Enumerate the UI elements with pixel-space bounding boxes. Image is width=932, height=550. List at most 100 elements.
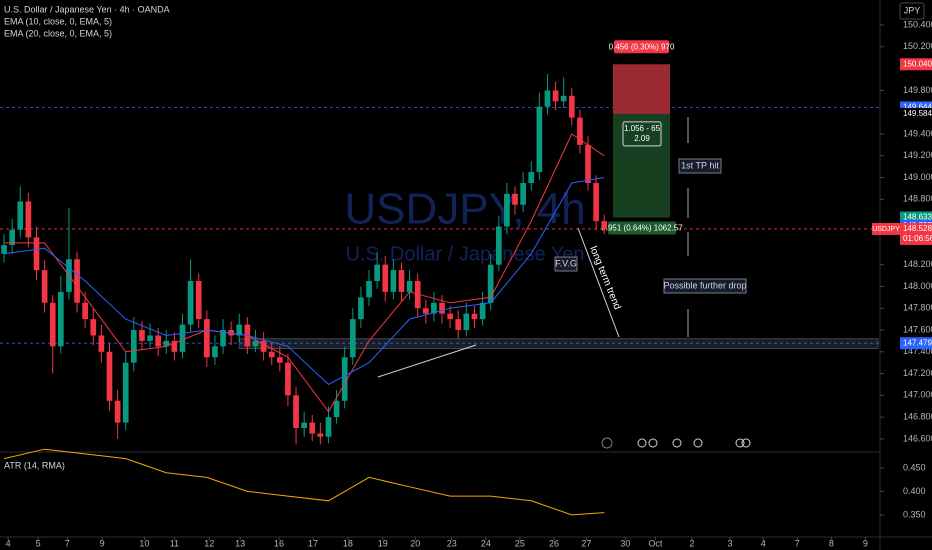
candle-body <box>74 259 80 303</box>
y-tick-label: 146.800 <box>903 412 932 422</box>
candle-body <box>471 313 478 320</box>
x-tick-label: 12 <box>204 538 214 548</box>
x-tick-label: 7 <box>795 538 800 548</box>
candle-body <box>406 281 413 292</box>
trend-line <box>377 344 477 378</box>
candle-body <box>552 90 559 102</box>
x-tick-label: 9 <box>863 538 868 548</box>
candle-body <box>147 335 153 341</box>
candle-body <box>431 302 437 314</box>
annotation: 1st TP hit <box>681 160 719 170</box>
currency-box[interactable] <box>899 2 925 20</box>
candle-body <box>358 297 364 320</box>
stop-label-bg <box>614 40 669 54</box>
candle-body <box>309 422 316 434</box>
x-tick-label: 4 <box>6 538 11 548</box>
candle-body <box>568 95 575 118</box>
candle-body <box>447 313 453 320</box>
candle-body <box>479 302 486 320</box>
y-tick-label: 150.400 <box>903 19 932 29</box>
candle-body <box>82 302 88 320</box>
candle-body <box>98 335 105 352</box>
x-tick-label: 17 <box>308 538 318 548</box>
candle-body <box>9 229 16 246</box>
candle-body <box>341 357 348 401</box>
candle-body <box>1 245 7 254</box>
target-label-bg <box>608 221 676 235</box>
candle-body <box>414 281 421 309</box>
candle-body <box>260 340 267 352</box>
level-label: 150.040 <box>903 59 932 68</box>
level-tag <box>900 222 932 245</box>
y-tick-label: 149.800 <box>903 85 932 95</box>
candle-body <box>25 201 32 238</box>
annotation: F.V.G <box>555 258 577 268</box>
stop-label: 0.456 (0.30%) 970 <box>609 42 675 51</box>
candle-body <box>544 90 551 107</box>
candle-body <box>187 281 194 325</box>
candle-body <box>130 330 137 363</box>
candle-body <box>333 400 340 418</box>
x-tick-label: Oct <box>648 538 663 548</box>
y2-tick-label: 0.400 <box>903 486 926 496</box>
candle-body <box>17 201 24 230</box>
x-tick-label: 30 <box>620 538 630 548</box>
indicator-line <box>3 448 605 516</box>
candle-body <box>106 351 113 401</box>
level-tag <box>900 58 932 71</box>
candle-body <box>122 362 129 423</box>
candle-body <box>487 264 494 303</box>
candle-body <box>301 422 307 429</box>
level-label: 149.644 <box>903 103 932 112</box>
candle-body <box>220 330 226 347</box>
y-tick-label: 147.400 <box>903 346 932 356</box>
ratio-label: 1.056 - 65 <box>624 124 661 133</box>
candle-body <box>463 313 470 331</box>
annotation-box <box>554 256 578 272</box>
x-tick-label: 9 <box>100 538 105 548</box>
legend-entry: EMA (10, close, 0, EMA, 5) <box>4 16 112 26</box>
x-tick-label: 5 <box>36 538 41 548</box>
candle-body <box>212 346 218 358</box>
x-tick-label: 16 <box>274 538 284 548</box>
target-label: 0.951 (0.64%) 1062.57 <box>601 224 683 233</box>
candle-body <box>325 417 332 437</box>
candle-body <box>90 319 97 336</box>
candle-body <box>422 308 429 314</box>
candle-body <box>49 302 56 347</box>
legend-entry: ATR (14, RMA) <box>4 460 65 470</box>
x-tick-label: 10 <box>139 538 149 548</box>
level-tag <box>900 107 932 120</box>
y-tick-label: 147.000 <box>903 390 932 400</box>
plot-layer: 150.400 150.200 149.800 149.400 149.200 149.0… <box>0 19 932 548</box>
candle-body <box>57 291 64 347</box>
candle-body <box>155 335 161 347</box>
candle-body <box>504 193 510 227</box>
watermark: USDJPY, 4h <box>344 185 585 234</box>
level-tag <box>900 337 932 350</box>
y-tick-label: 148.000 <box>903 281 932 291</box>
candle-body <box>455 319 462 331</box>
candle-body <box>171 340 178 352</box>
candle-body <box>268 351 275 358</box>
candle-body <box>33 237 40 271</box>
y-tick-label: 149.400 <box>903 128 932 138</box>
y-tick-label: 150.200 <box>903 41 932 51</box>
y-tick-label: 146.600 <box>903 433 932 443</box>
support-zone <box>238 338 879 350</box>
annotation: Possible further drop <box>663 280 746 290</box>
x-tick-label: 23 <box>447 538 457 548</box>
level-name: USDJPY <box>872 226 900 233</box>
level-label: 148.633 <box>903 213 932 222</box>
candle-body <box>366 281 372 298</box>
ratio-box <box>622 121 662 147</box>
x-tick-label: 24 <box>481 538 491 548</box>
y-tick-label: 148.800 <box>903 194 932 204</box>
candle-body <box>382 264 389 292</box>
annotation-box <box>678 158 722 174</box>
candle-body <box>228 330 234 336</box>
candle-body <box>163 340 170 347</box>
y-tick-label: 147.800 <box>903 303 932 313</box>
